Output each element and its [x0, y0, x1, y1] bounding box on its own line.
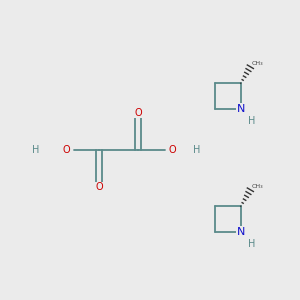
Text: O: O	[134, 107, 142, 118]
Text: H: H	[248, 239, 256, 249]
Text: H: H	[32, 145, 40, 155]
Text: H: H	[248, 116, 256, 126]
Text: CH₃: CH₃	[252, 184, 263, 188]
Text: N: N	[237, 104, 245, 114]
Text: O: O	[169, 145, 176, 155]
Text: O: O	[95, 182, 103, 193]
Text: CH₃: CH₃	[252, 61, 263, 65]
Text: H: H	[193, 145, 200, 155]
Text: N: N	[237, 227, 245, 237]
Text: O: O	[62, 145, 70, 155]
